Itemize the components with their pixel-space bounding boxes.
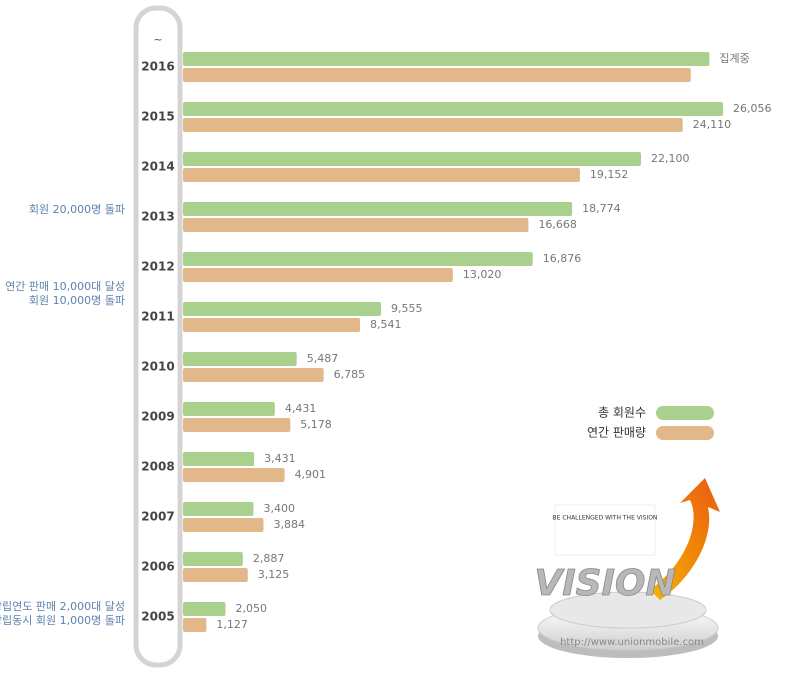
annotation: 창립연도 판매 2,000대 달성 [0,600,125,613]
bar [183,52,710,66]
bar [183,468,285,482]
vision-logo: VISION [534,563,675,604]
value-label: 3,400 [263,502,295,515]
year-label: 2016 [141,60,174,74]
annotation: 창립동시 회원 1,000명 돌파 [0,614,125,627]
timeline [133,5,183,668]
bar [183,168,580,182]
value-label: 집계중 [719,52,749,65]
value-label: 4,901 [295,468,327,481]
bar [183,202,573,216]
bar [183,252,533,266]
year-label: 2009 [141,410,174,424]
bar [183,502,254,516]
bar [183,402,275,416]
value-label: 6,785 [334,368,366,381]
value-label: 13,020 [463,268,502,281]
bar [183,102,723,116]
value-label: 26,056 [733,102,772,115]
value-label: 9,555 [391,302,423,315]
value-label: 22,100 [651,152,690,165]
legend-swatch [656,406,714,420]
value-label: 2,050 [235,602,267,615]
year-label: 2012 [141,260,174,274]
bar [183,368,324,382]
bar [183,602,226,616]
value-label: 3,431 [264,452,296,465]
year-label: 2014 [141,160,174,174]
legend-label: 연간 판매량 [587,426,646,440]
year-label: 2010 [141,360,174,374]
value-label: 4,431 [285,402,317,415]
bar [183,518,264,532]
year-label: 2006 [141,560,174,574]
timeline-mark: ~ [153,33,162,46]
bar [183,452,255,466]
value-label: 2,887 [253,552,285,565]
annotation: 회원 10,000명 돌파 [29,294,125,307]
bar [183,568,248,582]
bar [183,218,529,232]
annotation: 연간 판매 10,000대 달성 [5,280,125,293]
bar [183,118,683,132]
year-label: 2015 [141,110,174,124]
vision-graphic: BE CHALLENGED WITH THE VISION VISION htt… [534,478,720,658]
value-label: 5,487 [307,352,339,365]
value-label: 1,127 [216,618,248,631]
bar [183,68,691,82]
year-label: 2013 [141,210,174,224]
value-label: 5,178 [300,418,332,431]
value-label: 18,774 [582,202,621,215]
annotation: 회원 20,000명 돌파 [29,203,125,216]
value-label: 16,668 [538,218,577,231]
bar [183,552,243,566]
value-label: 8,541 [370,318,402,331]
legend-swatch [656,426,714,440]
bar [183,152,642,166]
bar [183,418,291,432]
url: http://www.unionmobile.com [560,637,704,648]
value-label: 3,884 [273,518,305,531]
tagline: BE CHALLENGED WITH THE VISION [553,515,658,522]
legend-label: 총 회원수 [598,406,646,420]
value-label: 16,876 [543,252,582,265]
bar [183,268,453,282]
value-label: 24,110 [693,118,732,131]
value-label: 19,152 [590,168,629,181]
year-label: 2007 [141,510,174,524]
bar [183,618,207,632]
bar [183,352,297,366]
year-label: 2011 [141,310,174,324]
bar [183,302,382,316]
value-label: 3,125 [258,568,290,581]
bar [183,318,361,332]
year-label: 2005 [141,610,174,624]
year-label: 2008 [141,460,174,474]
